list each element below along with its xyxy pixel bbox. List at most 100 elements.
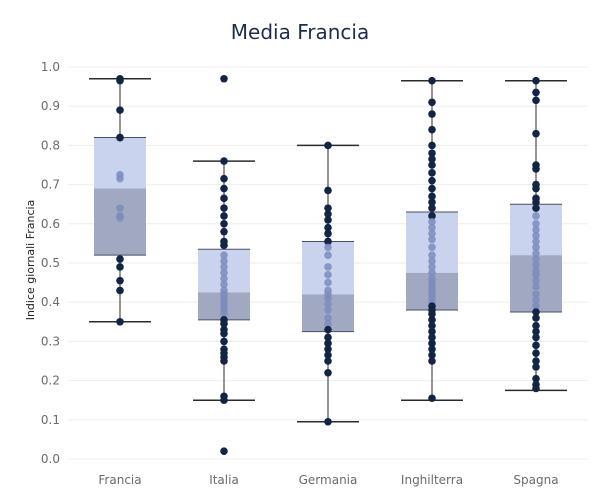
data-point (532, 129, 540, 138)
data-point (220, 251, 228, 259)
data-point (532, 270, 540, 279)
data-point (428, 149, 436, 158)
data-point (428, 212, 436, 220)
data-point (532, 204, 540, 212)
data-point (532, 308, 540, 316)
data-point (428, 218, 436, 226)
data-point (428, 235, 436, 244)
y-tick-label: 0.4 (41, 295, 60, 309)
y-tick-label: 0.9 (41, 99, 60, 113)
data-point (324, 229, 332, 238)
data-point (532, 237, 540, 246)
data-point (428, 176, 436, 185)
data-point (428, 394, 436, 403)
data-point (220, 280, 228, 289)
data-point (324, 223, 332, 232)
data-point (220, 396, 228, 405)
data-point (532, 249, 540, 257)
data-point (428, 125, 436, 134)
data-point (532, 88, 540, 97)
data-point (532, 220, 540, 228)
data-point (324, 306, 332, 314)
y-tick-label: 0.3 (41, 334, 60, 348)
data-point (220, 310, 228, 318)
y-tick-label: 0.5 (41, 256, 60, 270)
data-point (428, 229, 436, 238)
data-point (220, 184, 228, 193)
data-point (324, 325, 332, 334)
x-tick-label: Italia (209, 473, 239, 487)
data-point (324, 237, 332, 246)
data-point (428, 184, 436, 193)
data-point (532, 384, 540, 393)
data-point (532, 225, 540, 234)
data-point (324, 368, 332, 377)
data-point (324, 141, 332, 150)
data-point (220, 269, 228, 277)
data-point (324, 270, 332, 279)
data-point (532, 327, 540, 336)
data-point (324, 186, 332, 195)
data-point (532, 231, 540, 240)
y-tick-label: 0.6 (41, 217, 60, 231)
x-tick-label: Francia (98, 473, 141, 487)
data-point (532, 349, 540, 357)
y-tick-label: 0.0 (41, 452, 60, 466)
data-point (428, 333, 436, 342)
data-point (116, 133, 124, 142)
data-point (324, 351, 332, 359)
y-tick-label: 0.7 (41, 178, 60, 192)
data-point (532, 314, 540, 322)
y-tick-label: 0.8 (41, 138, 60, 152)
data-point (428, 141, 436, 150)
data-point (532, 255, 540, 263)
box-lower-quartile (94, 188, 146, 256)
data-point (324, 417, 332, 426)
data-point (324, 278, 332, 287)
data-point (116, 263, 124, 271)
data-point (532, 165, 540, 173)
data-point (428, 161, 436, 169)
data-point (428, 269, 436, 277)
data-point (428, 76, 436, 85)
data-point (428, 263, 436, 271)
x-tick-label: Germania (299, 473, 358, 487)
data-point (324, 216, 332, 224)
point-layer (116, 74, 540, 455)
data-point (220, 241, 228, 250)
data-point (428, 257, 436, 265)
data-point (428, 310, 436, 318)
data-point (428, 204, 436, 212)
data-point (428, 110, 436, 118)
data-point (220, 319, 228, 328)
data-point (532, 198, 540, 207)
data-point (220, 329, 228, 338)
data-point (532, 212, 540, 220)
data-point (324, 294, 332, 303)
data-point (532, 333, 540, 342)
data-point (116, 76, 124, 85)
data-point (532, 296, 540, 305)
x-tick-label: Spagna (513, 473, 558, 487)
data-point (324, 333, 332, 342)
data-point (220, 194, 228, 203)
data-point (324, 204, 332, 212)
data-point (532, 261, 540, 269)
data-point (532, 302, 540, 310)
data-point (116, 204, 124, 212)
data-point (532, 282, 540, 291)
data-point (532, 243, 540, 252)
data-point (220, 174, 228, 183)
data-point (428, 321, 436, 330)
data-point (116, 286, 124, 295)
data-point (532, 341, 540, 350)
data-point (116, 255, 124, 263)
data-point (220, 74, 228, 83)
data-point (324, 243, 332, 252)
data-point (220, 447, 228, 455)
data-point (428, 251, 436, 259)
data-point (428, 357, 436, 365)
data-point (116, 174, 124, 183)
data-point (220, 263, 228, 271)
